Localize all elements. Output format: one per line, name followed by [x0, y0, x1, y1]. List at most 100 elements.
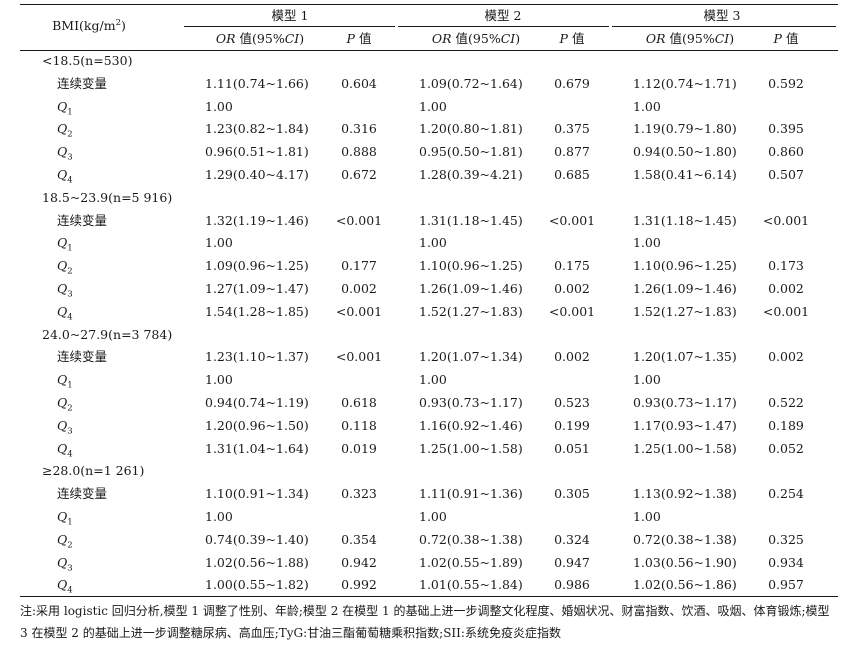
model2-or-cell: 1.00: [419, 509, 447, 524]
model1-p-cell: 0.177: [341, 258, 377, 274]
or-italic: OR: [431, 31, 452, 46]
model3-or-cell: 1.00: [633, 372, 661, 388]
p-rest: 值: [354, 31, 372, 46]
model3-or-cell: 1.00: [633, 235, 661, 251]
table-top-rule: [20, 4, 838, 5]
model1-or-cell: 1.02(0.56~1.88): [205, 554, 309, 570]
model1-p-cell: <0.001: [335, 212, 383, 228]
model2-or-cell: 1.00: [419, 235, 447, 251]
m3-p-header: P 值: [774, 31, 799, 47]
p-rest: 值: [781, 31, 799, 46]
model1-p-cell: 0.618: [341, 395, 377, 410]
model3-p-cell: 0.860: [768, 144, 804, 160]
table-note: 注:采用 logistic 回归分析,模型 1 调整了性别、年龄;模型 2 在模…: [20, 604, 830, 640]
model1-or-cell: 1.29(0.40~4.17): [205, 167, 309, 182]
model1-or-cell: 1.00: [205, 98, 233, 114]
quartile-letter: Q: [57, 372, 68, 388]
row-label: Q3: [57, 417, 73, 436]
quartile-letter: Q: [57, 417, 68, 433]
model2-or-cell: 1.10(0.96~1.25): [419, 258, 523, 274]
model2-p-cell: <0.001: [548, 212, 596, 228]
quartile-letter: Q: [57, 121, 68, 137]
quartile-letter: Q: [57, 98, 68, 114]
model1-p-cell: 0.002: [341, 281, 377, 296]
p-italic: P: [773, 31, 782, 46]
quartile-letter: Q: [57, 440, 68, 456]
model2-or-cell: 1.31(1.18~1.45): [419, 212, 523, 228]
model1-or-cell: 1.00(0.55~1.82): [205, 577, 309, 593]
row-label: Q3: [57, 144, 73, 163]
m3-or-header: OR 值(95%CI): [646, 31, 734, 47]
model3-p-cell: 0.934: [768, 554, 804, 570]
model3-p-cell: 0.507: [768, 167, 804, 182]
model3-p-cell: <0.001: [762, 212, 810, 228]
model3-or-cell: 1.25(1.00~1.58): [633, 440, 737, 456]
quartile-letter: Q: [57, 554, 68, 570]
p-italic: P: [346, 31, 355, 46]
model1-or-cell: 1.23(1.10~1.37): [205, 349, 309, 365]
model3-p-cell: 0.189: [768, 417, 804, 433]
quartile-index: 3: [67, 152, 73, 163]
row-label: Q4: [57, 167, 73, 185]
model1-underline: [184, 26, 395, 27]
group-label: 24.0~27.9(n=3 784): [42, 326, 173, 342]
model2-or-cell: 1.28(0.39~4.21): [419, 167, 523, 182]
group-label: <18.5(n=530): [42, 53, 133, 68]
model1-p-cell: 0.992: [341, 577, 377, 593]
or-italic: OR: [215, 31, 236, 46]
model2-or-cell: 1.16(0.92~1.46): [419, 417, 523, 433]
model1-p-cell: 0.888: [341, 144, 377, 160]
model1-or-cell: 1.11(0.74~1.66): [205, 75, 309, 91]
model1-or-cell: 1.32(1.19~1.46): [205, 212, 309, 228]
model2-p-cell: 0.679: [554, 75, 590, 91]
quartile-letter: Q: [57, 303, 68, 319]
model1-or-cell: 0.74(0.39~1.40): [205, 531, 309, 547]
quartile-index: 2: [67, 129, 73, 140]
model3-or-cell: 1.00: [633, 98, 661, 114]
row-label: Q4: [57, 303, 73, 322]
row-label: Q1: [57, 372, 73, 390]
row-label: Q4: [57, 440, 73, 459]
model2-p-cell: 0.002: [554, 281, 590, 296]
model1-or-cell: 1.31(1.04~1.64): [205, 440, 309, 456]
model2-p-cell: <0.001: [548, 303, 596, 319]
model2-or-cell: 1.00: [419, 372, 447, 388]
bmi-header: BMI(kg/m2): [52, 18, 126, 34]
model1-or-cell: 1.23(0.82~1.84): [205, 121, 309, 137]
model3-or-cell: 1.26(1.09~1.46): [633, 281, 737, 296]
row-label: Q4: [57, 577, 73, 595]
model3-or-cell: 1.13(0.92~1.38): [633, 486, 737, 502]
row-label: Q1: [57, 235, 73, 253]
quartile-index: 2: [67, 266, 73, 277]
model2-or-cell: 1.00: [419, 98, 447, 114]
m1-or-header: OR 值(95%CI): [216, 31, 304, 47]
model3-p-cell: 0.592: [768, 75, 804, 91]
row-label: Q2: [57, 121, 73, 140]
model1-or-cell: 1.27(1.09~1.47): [205, 281, 309, 296]
model2-underline: [398, 26, 609, 27]
model2-p-cell: 0.523: [554, 395, 590, 410]
bmi-header-label: BMI(kg/m: [52, 18, 116, 33]
p-rest: 值: [567, 31, 585, 46]
row-label: Q2: [57, 258, 73, 277]
or-italic: OR: [645, 31, 666, 46]
model3-or-cell: 0.94(0.50~1.80): [633, 144, 737, 160]
row-label: Q3: [57, 554, 73, 573]
row-label: Q1: [57, 98, 73, 117]
ci-italic: CI: [284, 31, 300, 46]
ci-italic: CI: [500, 31, 516, 46]
model1-or-cell: 0.96(0.51~1.81): [205, 144, 309, 160]
model3-or-cell: 1.12(0.74~1.71): [633, 75, 737, 91]
model2-p-cell: 0.199: [554, 417, 590, 433]
model3-or-cell: 0.72(0.38~1.38): [633, 531, 737, 547]
model3-or-cell: 1.10(0.96~1.25): [633, 258, 737, 274]
quartile-letter: Q: [57, 235, 68, 251]
p-italic: P: [559, 31, 568, 46]
model2-p-cell: 0.375: [554, 121, 590, 137]
model2-or-cell: 1.25(1.00~1.58): [419, 440, 523, 456]
ci-close: ): [299, 31, 305, 46]
model3-p-cell: 0.522: [768, 395, 804, 410]
model3-p-cell: 0.957: [768, 577, 804, 593]
row-label: 连续变量: [57, 349, 108, 365]
